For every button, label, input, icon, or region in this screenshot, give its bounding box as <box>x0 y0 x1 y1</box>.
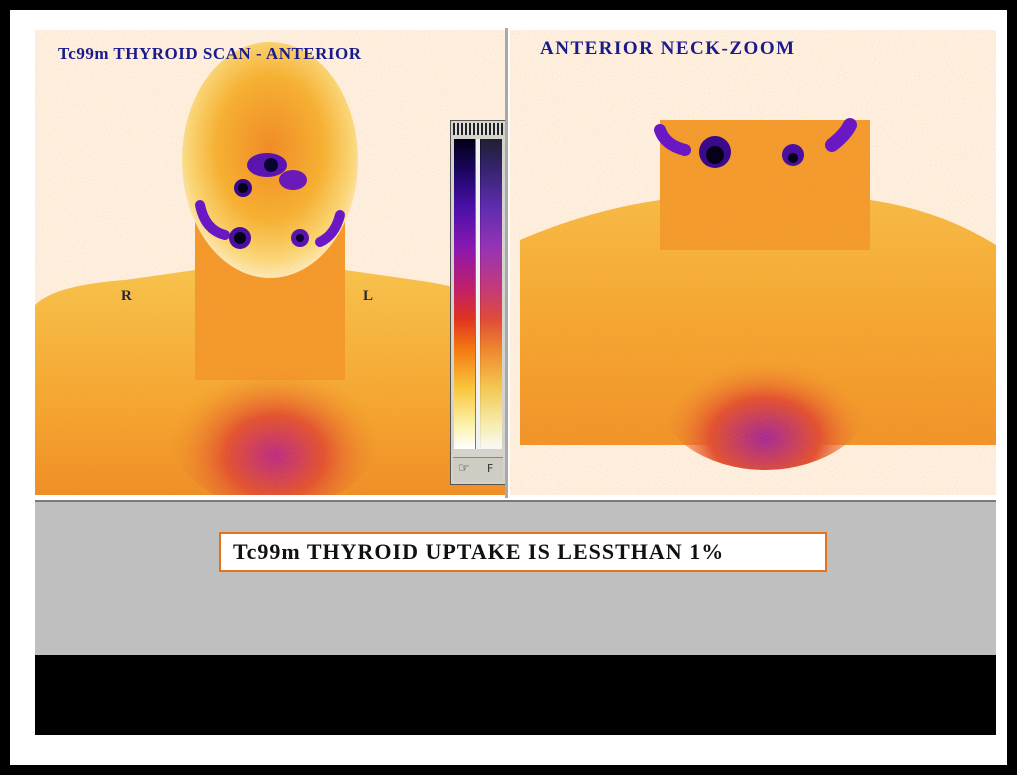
anterior-scan-panel: Tc99m THYROID SCAN - ANTERIOR R L <box>35 30 505 495</box>
f-icon[interactable]: F <box>487 462 494 475</box>
panel-divider <box>505 28 508 498</box>
uptake-result-text: Tc99m THYROID UPTAKE IS LESSTHAN 1% <box>233 539 725 564</box>
footer-band <box>35 655 996 735</box>
uptake-result-box: Tc99m THYROID UPTAKE IS LESSTHAN 1% <box>219 532 827 572</box>
anterior-scan-image <box>35 30 505 495</box>
color-scale-ruler <box>453 123 503 135</box>
right-side-marker: R <box>121 288 132 304</box>
neck-zoom-image <box>510 30 996 495</box>
result-band: Tc99m THYROID UPTAKE IS LESSTHAN 1% <box>35 500 996 657</box>
left-side-marker: L <box>363 288 374 304</box>
anterior-scan-title: Tc99m THYROID SCAN - ANTERIOR <box>58 44 362 63</box>
neck-zoom-title: ANTERIOR NECK-ZOOM <box>540 38 796 59</box>
hand-icon[interactable]: ☞ <box>458 461 470 476</box>
color-scale-toolbar: ☞ F <box>453 457 503 482</box>
color-scale-gradient-secondary <box>480 139 502 449</box>
salivary-hotspots <box>195 153 345 249</box>
viewer-frame: Tc99m THYROID SCAN - ANTERIOR R L ☞ F <box>10 10 1007 765</box>
color-scale-gradient <box>454 139 476 449</box>
neck-zoom-panel: ANTERIOR NECK-ZOOM <box>510 30 996 495</box>
color-scale-bar[interactable]: ☞ F <box>450 120 506 485</box>
salivary-hotspots-zoom <box>654 118 857 168</box>
